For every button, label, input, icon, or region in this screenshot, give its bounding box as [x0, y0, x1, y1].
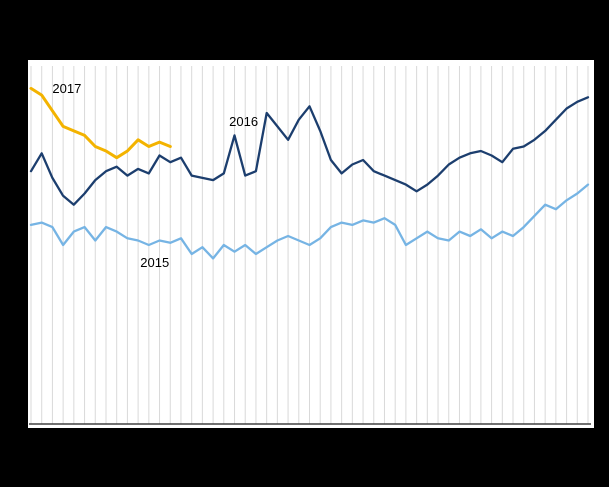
- plot-area: [28, 60, 594, 428]
- series-2016-line: [29, 96, 590, 206]
- annotation-2015: 2015: [140, 255, 170, 271]
- annotation-2017: 2017: [52, 80, 82, 96]
- series-2017-line: [29, 86, 172, 160]
- annotation-2016: 2016: [229, 114, 259, 130]
- chart-svg: [29, 66, 591, 425]
- series-2015-line: [29, 183, 590, 260]
- gridlines: [30, 66, 589, 424]
